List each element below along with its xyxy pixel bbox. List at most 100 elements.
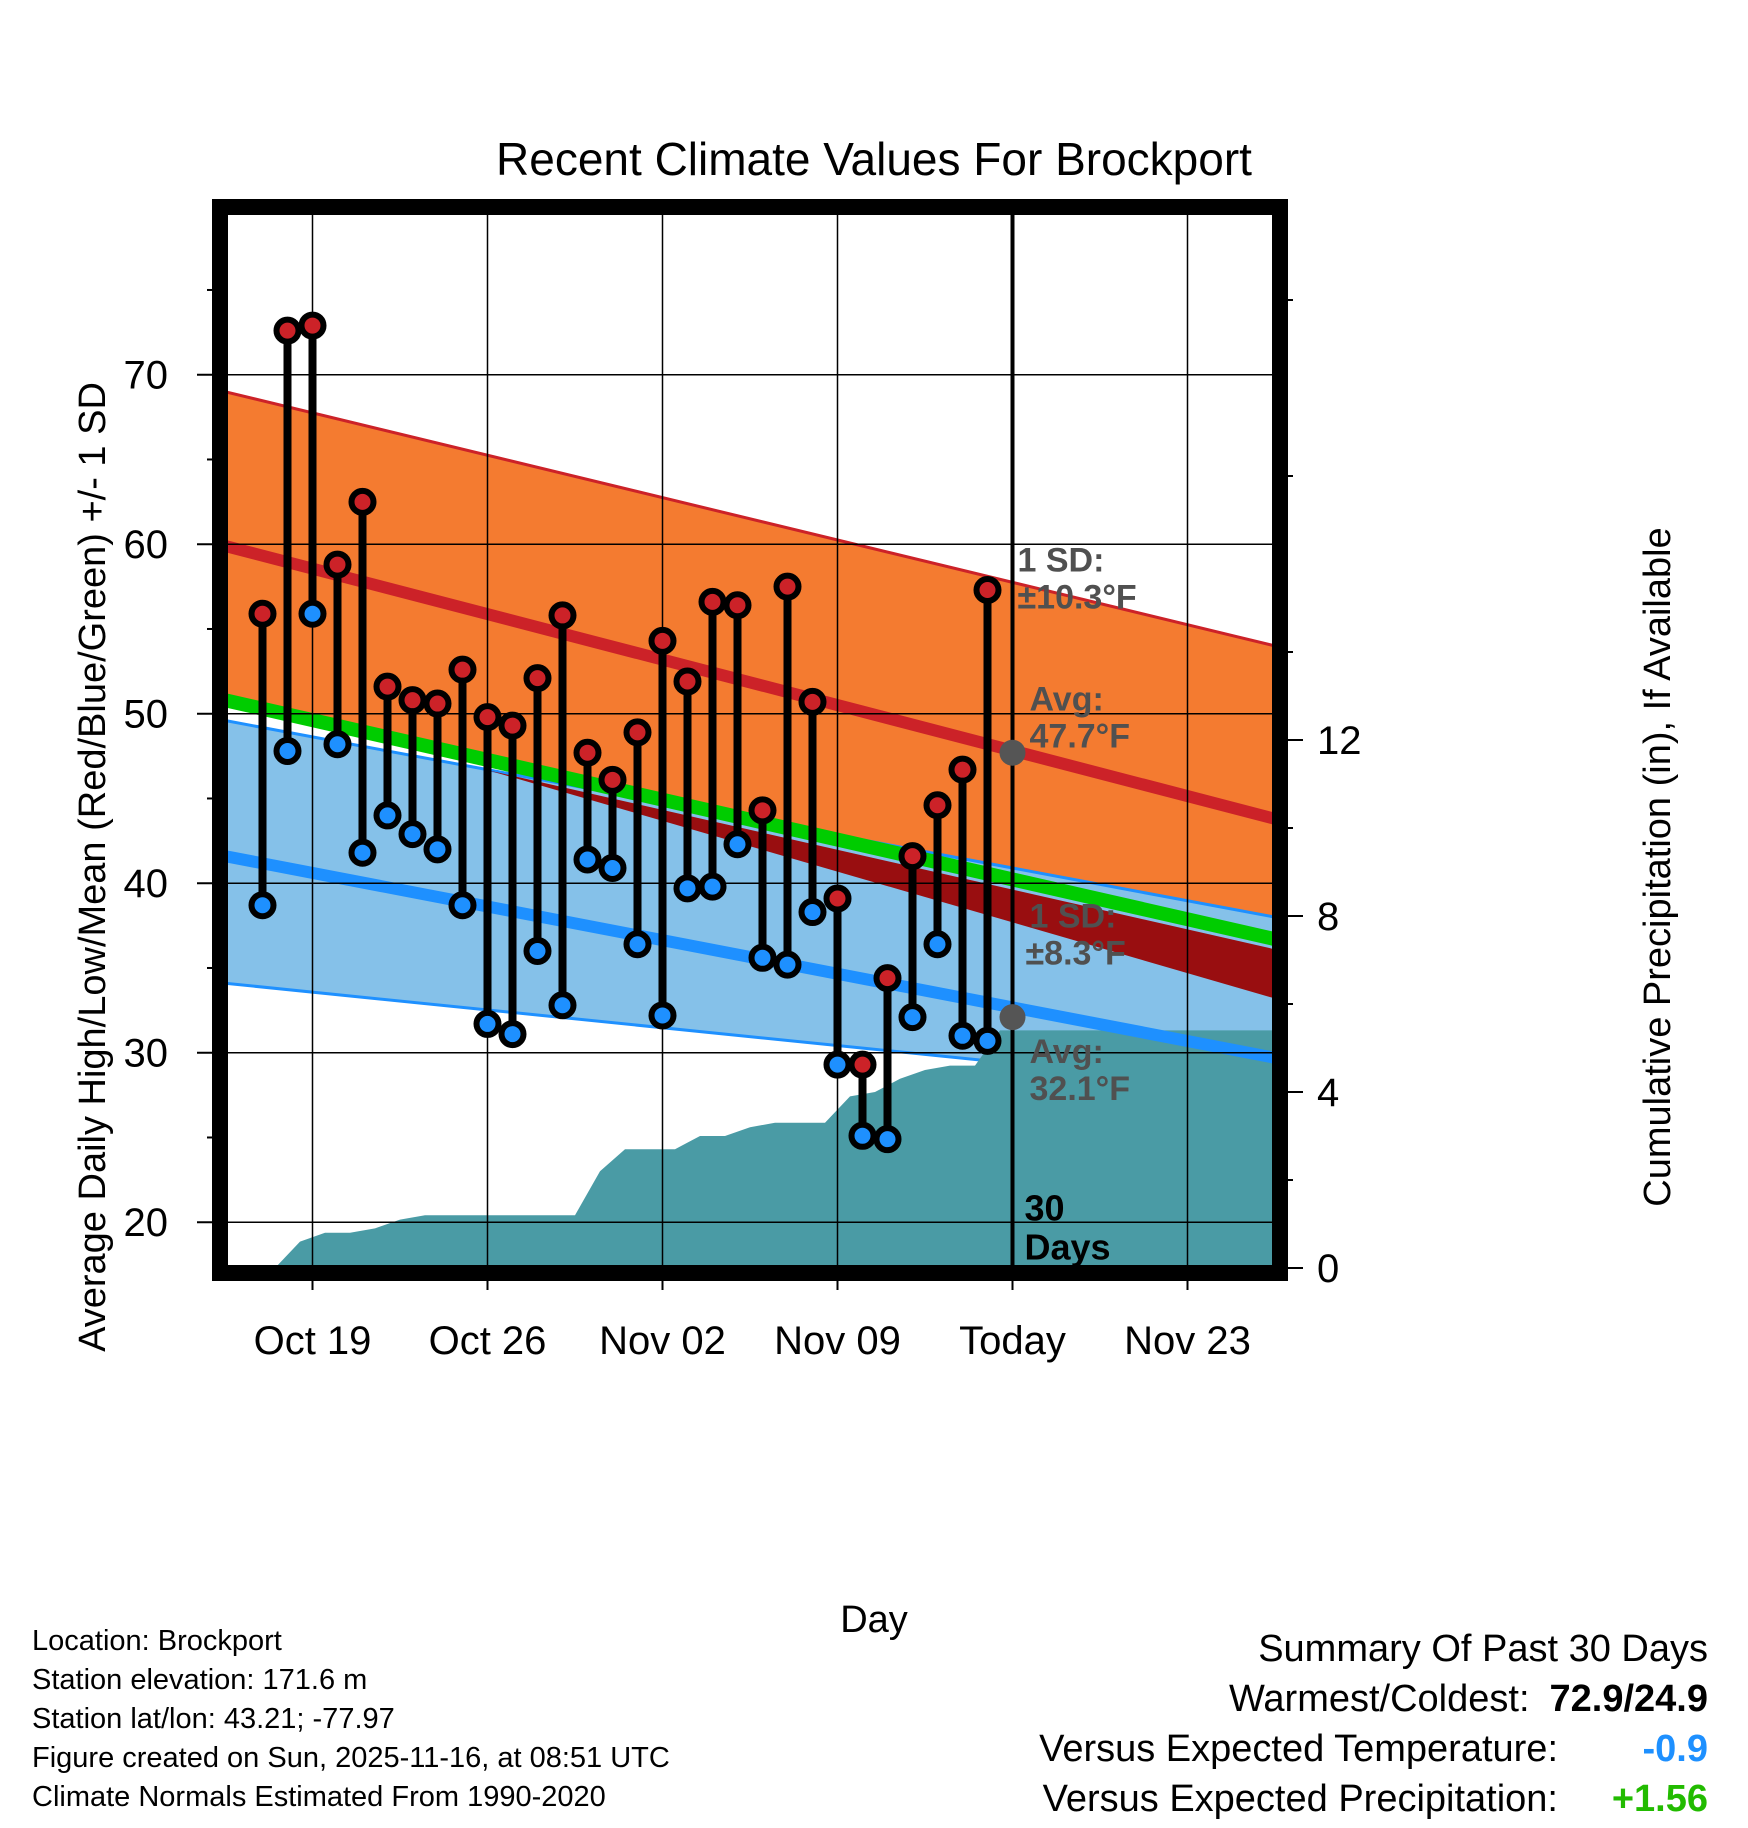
low-sd-title: 1 SD:: [1030, 897, 1117, 935]
low-avg-value: 32.1°F: [1030, 1070, 1131, 1108]
daily-high-point: [698, 587, 727, 616]
summary-warmest-row: Warmest/Coldest: 72.9/24.9: [1039, 1674, 1708, 1724]
daily-high-point: [648, 626, 677, 655]
latlon-text: Station lat/lon: 43.21; -77.97: [32, 1703, 395, 1735]
daily-high-point: [248, 599, 277, 628]
daily-high-point: [923, 791, 952, 820]
daily-low-point: [323, 730, 352, 759]
location-text: Location: Brockport: [32, 1625, 282, 1657]
daily-high-point: [298, 311, 327, 340]
y-tick-label: 70: [124, 354, 169, 398]
y-tick-label: 50: [124, 693, 169, 737]
precip-value: +1.56: [1611, 1778, 1708, 1820]
daily-high-point: [598, 765, 627, 794]
daily-high-point: [723, 591, 752, 620]
y-tick-label: 60: [124, 523, 169, 567]
normals-text: Climate Normals Estimated From 1990-2020: [32, 1781, 606, 1813]
normal-high-line: [225, 540, 1275, 825]
y2-tick-label: 8: [1317, 895, 1339, 939]
daily-low-point: [473, 1009, 502, 1038]
precip-label: Versus Expected Precipitation:: [1042, 1778, 1558, 1820]
daily-low-point: [823, 1050, 852, 1079]
high-sd-value: ±10.3°F: [1018, 579, 1137, 617]
daily-high-point: [523, 664, 552, 693]
daily-high-point: [373, 672, 402, 701]
daily-low-point: [248, 891, 277, 920]
summary-title: Summary Of Past 30 Days: [1258, 1628, 1708, 1670]
daily-low-point: [598, 853, 627, 882]
daily-low-point: [423, 835, 452, 864]
low-sd-value: ±8.3°F: [1026, 935, 1126, 973]
daily-high-point: [973, 575, 1002, 604]
daily-low-point: [373, 801, 402, 830]
daily-low-point: [498, 1020, 527, 1049]
daily-low-point: [773, 950, 802, 979]
daily-high-point: [548, 601, 577, 630]
high-avg-value: 47.7°F: [1030, 718, 1131, 756]
daily-low-point: [698, 872, 727, 901]
days-word: Days: [1025, 1227, 1111, 1268]
daily-low-point: [673, 874, 702, 903]
x-tick-label: Oct 26: [429, 1319, 547, 1363]
y2-tick-label: 12: [1317, 719, 1362, 763]
y2-tick-label: 4: [1317, 1071, 1339, 1115]
daily-low-point: [548, 991, 577, 1020]
daily-low-point: [298, 599, 327, 628]
daily-low-point: [723, 830, 752, 859]
summary-panel: Summary Of Past 30 Days Warmest/Coldest:…: [1039, 1624, 1708, 1824]
daily-low-point: [973, 1026, 1002, 1055]
daily-high-point: [873, 964, 902, 993]
temp-value: -0.9: [1642, 1728, 1708, 1770]
y-tick-label: 40: [124, 862, 169, 906]
daily-low-point: [898, 1003, 927, 1032]
daily-low-point: [648, 1001, 677, 1030]
daily-high-point: [848, 1050, 877, 1079]
warmest-value: 72.9/24.9: [1549, 1678, 1708, 1720]
daily-high-point: [748, 796, 777, 825]
elevation-text: Station elevation: 171.6 m: [32, 1664, 368, 1696]
daily-low-point: [948, 1021, 977, 1050]
station-info: Location: Brockport Station elevation: 1…: [32, 1622, 670, 1817]
daily-high-point: [623, 718, 652, 747]
summary-precip-row: Versus Expected Precipitation: +1.56: [1039, 1774, 1708, 1824]
today-low-avg-point: [999, 1004, 1026, 1031]
daily-low-point: [448, 891, 477, 920]
days-number: 30: [1025, 1188, 1065, 1229]
today-high-avg-point: [999, 739, 1026, 766]
temp-label: Versus Expected Temperature:: [1039, 1728, 1558, 1770]
daily-high-point: [423, 689, 452, 718]
daily-high-point: [948, 755, 977, 784]
created-text: Figure created on Sun, 2025-11-16, at 08…: [32, 1742, 670, 1774]
low-avg-title: Avg:: [1030, 1033, 1104, 1071]
daily-low-point: [798, 898, 827, 927]
normal-mean-line: [225, 693, 1275, 946]
axes: Oct 19 Oct 26 Nov 02 Nov 09 Today Nov 23 20 30 4…: [124, 199, 1362, 1363]
precip-area: [275, 1030, 1275, 1268]
daily-high-point: [573, 738, 602, 767]
summary-temp-row: Versus Expected Temperature: -0.9: [1039, 1724, 1708, 1774]
y2-tick-label: 0: [1317, 1247, 1339, 1291]
y-axis-label: Average Daily High/Low/Mean (Red/Blue/Gr…: [72, 382, 114, 1352]
daily-high-point: [323, 550, 352, 579]
chart-title: Recent Climate Values For Brockport: [496, 133, 1252, 185]
daily-low-point: [623, 930, 652, 959]
high-avg-title: Avg:: [1030, 680, 1104, 718]
daily-high-point: [348, 487, 377, 516]
daily-high-point: [823, 884, 852, 913]
daily-low-point: [748, 943, 777, 972]
daily-low-point: [523, 937, 552, 966]
x-axis-label: Day: [840, 1599, 908, 1641]
y2-axis-label: Cumulative Precipitation (in), If Availa…: [1637, 527, 1679, 1206]
daily-low-point: [848, 1121, 877, 1150]
x-tick-label: Nov 23: [1124, 1319, 1251, 1363]
daily-high-point: [448, 655, 477, 684]
x-tick-label: Nov 02: [599, 1319, 726, 1363]
x-tick-label: Today: [959, 1319, 1066, 1363]
daily-high-point: [773, 572, 802, 601]
y-tick-label: 30: [124, 1032, 169, 1076]
daily-high-point: [498, 711, 527, 740]
daily-high-point: [798, 687, 827, 716]
daily-high-point: [398, 686, 427, 715]
